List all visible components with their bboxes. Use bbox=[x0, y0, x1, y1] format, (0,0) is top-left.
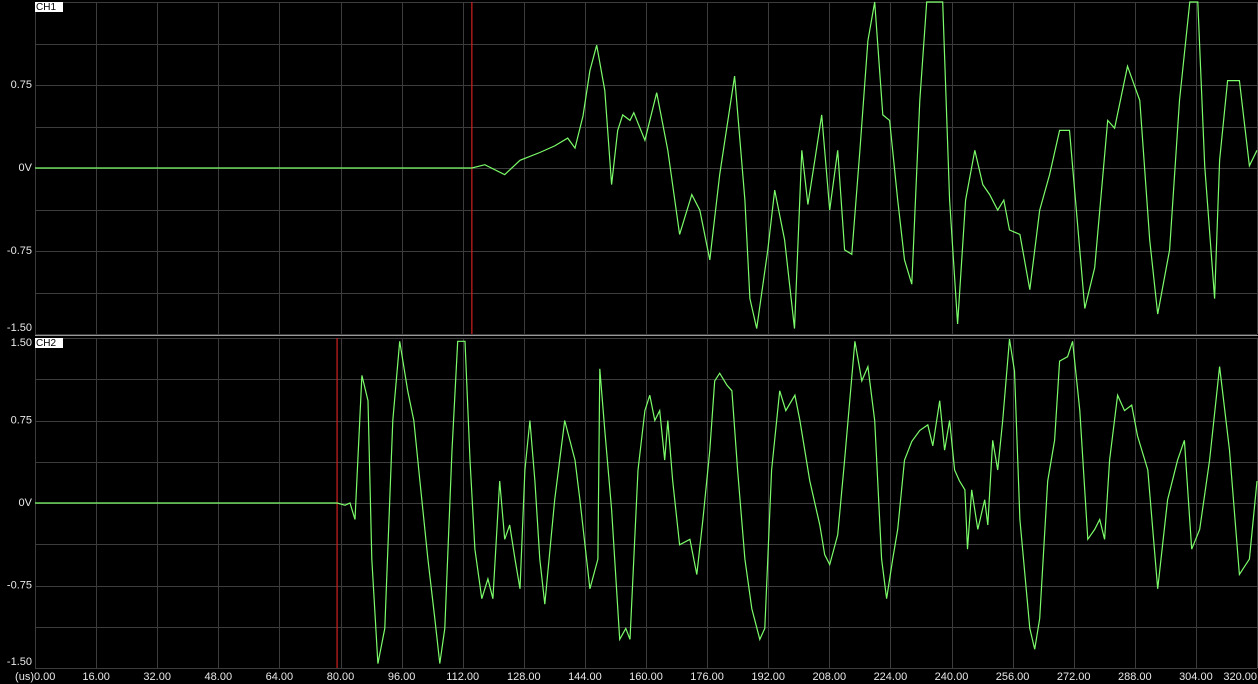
x-tick-label: 256.00 bbox=[996, 671, 1030, 683]
y-tick-label: 0V bbox=[19, 497, 33, 509]
x-tick-label: 32.00 bbox=[143, 671, 171, 683]
x-tick-label: 176.00 bbox=[690, 671, 724, 683]
y-tick-label: -1.50 bbox=[7, 322, 32, 334]
x-tick-label: 304.00 bbox=[1179, 671, 1213, 683]
x-tick-label: 128.00 bbox=[507, 671, 541, 683]
x-tick-label: 144.00 bbox=[568, 671, 602, 683]
x-tick-label: 160.00 bbox=[629, 671, 663, 683]
x-tick-label: 272.00 bbox=[1057, 671, 1091, 683]
y-tick-label: 0V bbox=[19, 162, 33, 174]
x-tick-label: 320.00 bbox=[1223, 671, 1257, 683]
channel-tag: CH1 bbox=[36, 2, 56, 13]
trace bbox=[35, 339, 1258, 664]
trace bbox=[35, 1, 1258, 329]
x-tick-label: 192.00 bbox=[751, 671, 785, 683]
x-tick-label: 112.00 bbox=[446, 671, 479, 683]
channel-tag-box bbox=[35, 2, 63, 12]
y-tick-label: 1.50 bbox=[11, 337, 32, 349]
y-tick-label: -0.75 bbox=[7, 579, 32, 591]
y-tick-label: -1.50 bbox=[7, 656, 32, 668]
channel-tag-box bbox=[35, 338, 63, 348]
y-tick-label: -0.75 bbox=[7, 245, 32, 257]
x-tick-label: 48.00 bbox=[205, 671, 233, 683]
x-tick-label: 64.00 bbox=[266, 671, 294, 683]
x-tick-label: 16.00 bbox=[82, 671, 110, 683]
x-tick-label: 96.00 bbox=[388, 671, 416, 683]
x-tick-label: 0.00 bbox=[34, 671, 55, 683]
x-tick-label: 240.00 bbox=[935, 671, 969, 683]
y-tick-label: 0.75 bbox=[11, 79, 32, 91]
channel-tag: CH2 bbox=[36, 338, 56, 349]
x-axis-unit: (us) bbox=[15, 671, 34, 683]
x-tick-label: 224.00 bbox=[874, 671, 908, 683]
x-tick-label: 208.00 bbox=[812, 671, 846, 683]
x-tick-label: 80.00 bbox=[327, 671, 355, 683]
y-tick-label: 0.75 bbox=[11, 414, 32, 426]
x-tick-label: 288.00 bbox=[1118, 671, 1152, 683]
